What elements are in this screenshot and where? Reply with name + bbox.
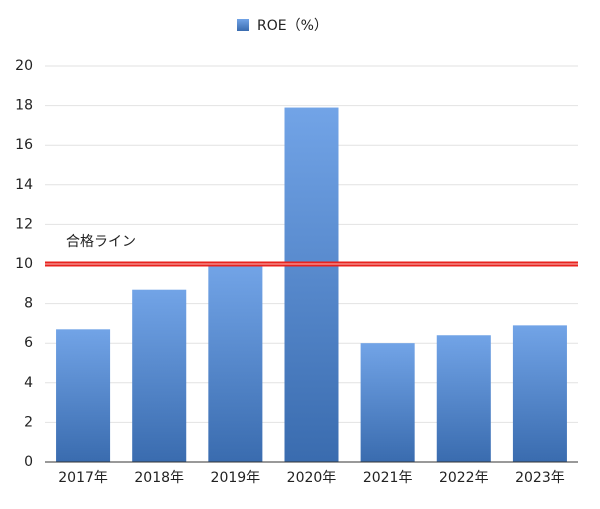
y-tick-label: 8: [24, 296, 33, 312]
y-tick-label: 2: [24, 414, 33, 430]
y-tick-label: 16: [15, 137, 33, 153]
x-tick-label: 2019年: [211, 470, 261, 486]
y-tick-label: 18: [15, 98, 33, 114]
bar-shade: [56, 329, 111, 462]
y-tick-label: 14: [15, 177, 33, 193]
y-tick-label: 10: [15, 256, 33, 272]
legend-label: ROE（%）: [257, 18, 328, 34]
bar-shade: [284, 107, 339, 462]
bar-shade: [132, 289, 187, 462]
x-tick-label: 2018年: [134, 470, 184, 486]
x-tick-label: 2021年: [363, 470, 413, 486]
x-tick-label: 2020年: [287, 470, 337, 486]
x-tick-label: 2017年: [58, 470, 108, 486]
x-tick-label: 2023年: [515, 470, 565, 486]
y-tick-label: 4: [24, 375, 33, 391]
x-tick-label: 2022年: [439, 470, 489, 486]
y-tick-label: 6: [24, 335, 33, 351]
bar-shade: [512, 325, 567, 462]
y-tick-label: 20: [15, 58, 33, 74]
y-tick-label: 12: [15, 216, 33, 232]
bar-shade: [436, 335, 491, 462]
legend-swatch-shade: [237, 19, 249, 31]
reference-label: 合格ライン: [66, 234, 136, 250]
bar-shade: [360, 343, 415, 462]
bar-shade: [208, 265, 263, 462]
y-tick-label: 0: [24, 454, 33, 470]
